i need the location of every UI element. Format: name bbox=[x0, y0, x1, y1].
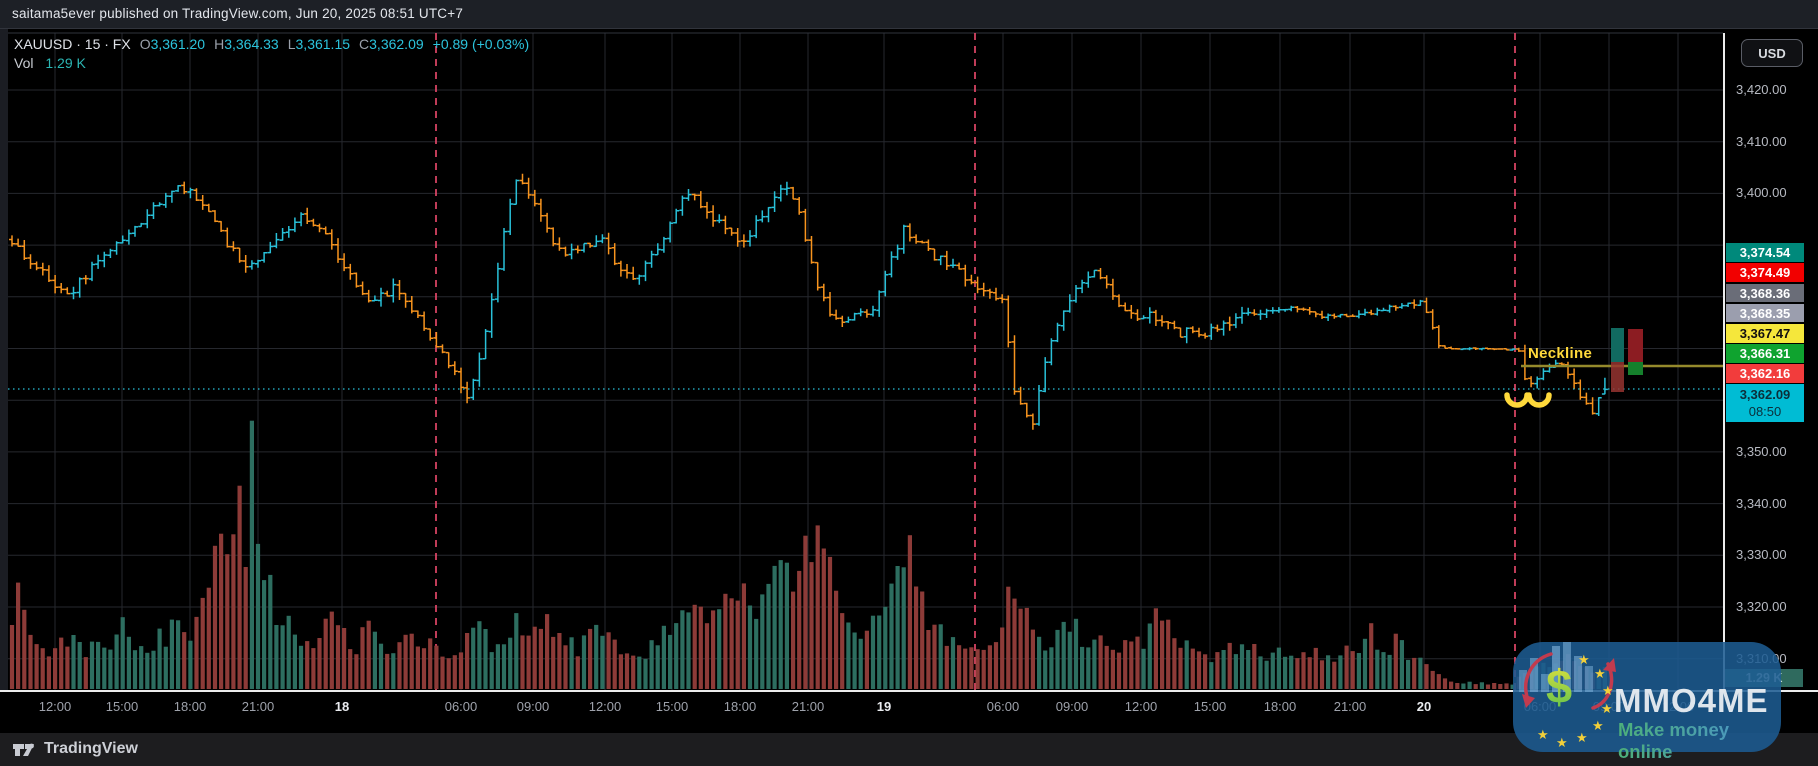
price-change: +0.89 (+0.03%) bbox=[432, 36, 530, 52]
price-badge: 3,374.54 bbox=[1726, 243, 1804, 262]
time-axis-label: 15:00 bbox=[105, 699, 139, 714]
tradingview-logo-icon[interactable] bbox=[13, 741, 41, 759]
time-axis-label: 12:00 bbox=[588, 699, 622, 714]
symbol-title[interactable]: XAUUSD · 15 · FX bbox=[14, 36, 131, 52]
price-badge: 3,368.36 bbox=[1726, 284, 1804, 302]
currency-button[interactable]: USD bbox=[1741, 39, 1803, 67]
volume-legend: Vol 1.29 K bbox=[14, 55, 86, 71]
time-axis-label: 09:00 bbox=[516, 699, 550, 714]
time-axis-label: 18:00 bbox=[1263, 699, 1297, 714]
price-axis-label: 3,410.00 bbox=[1736, 134, 1787, 149]
time-axis-label: 06:00 bbox=[986, 699, 1020, 714]
price-chart-canvas[interactable] bbox=[0, 0, 1723, 733]
mmo4me-watermark: $ MMO4ME Make money online ★ ★ ★ ★ ★ ★ ★ ★ bbox=[1513, 642, 1781, 762]
price-badge: 3,367.47 bbox=[1726, 324, 1804, 343]
price-axis-label: 3,400.00 bbox=[1736, 185, 1787, 200]
star-icon: ★ bbox=[1576, 730, 1588, 745]
star-icon: ★ bbox=[1601, 701, 1613, 716]
price-badge: 3,366.31 bbox=[1726, 344, 1804, 363]
price-badge: 3,368.35 bbox=[1726, 304, 1804, 322]
footer-bar: TradingView bbox=[0, 733, 1818, 766]
time-axis-label: 12:00 bbox=[1124, 699, 1158, 714]
publish-text: saitama5ever published on TradingView.co… bbox=[12, 6, 464, 21]
price-badge: 3,362.09 08:50 bbox=[1726, 384, 1804, 422]
star-icon: ★ bbox=[1602, 683, 1614, 698]
price-axis-border bbox=[1723, 33, 1725, 690]
time-axis-label: 21:00 bbox=[241, 699, 275, 714]
star-icon: ★ bbox=[1594, 666, 1606, 681]
ohlc-key: L bbox=[287, 36, 296, 52]
neckline-annotation-label[interactable]: Neckline bbox=[1528, 345, 1593, 362]
time-axis-label: 20 bbox=[1416, 699, 1432, 714]
time-axis-label: 18:00 bbox=[173, 699, 207, 714]
star-icon: ★ bbox=[1556, 735, 1568, 750]
time-axis-label: 15:00 bbox=[1193, 699, 1227, 714]
left-edge-strip bbox=[0, 29, 8, 691]
time-axis-label: 19 bbox=[876, 699, 892, 714]
time-axis-label: 21:00 bbox=[791, 699, 825, 714]
publish-bar: saitama5ever published on TradingView.co… bbox=[0, 0, 1818, 29]
time-axis-label: 18:00 bbox=[723, 699, 757, 714]
ohlc-key: H bbox=[214, 36, 225, 52]
star-icon: ★ bbox=[1537, 727, 1549, 742]
vol-value: 1.29 K bbox=[45, 55, 86, 71]
ohlc-key: O bbox=[139, 36, 151, 52]
star-icon: ★ bbox=[1592, 718, 1604, 733]
star-icon: ★ bbox=[1578, 652, 1590, 667]
watermark-subtitle: Make money online bbox=[1618, 719, 1781, 763]
arrow-head-down bbox=[1522, 694, 1535, 708]
ohlc-value: 3,361.20 bbox=[150, 36, 206, 52]
chart-legend[interactable]: XAUUSD · 15 · FX O3,361.20 H3,364.33 L3,361… bbox=[14, 36, 529, 52]
mini-bar-chart-icon bbox=[1519, 642, 1593, 692]
ohlc-value: 3,364.33 bbox=[224, 36, 279, 52]
price-badge: 3,362.16 bbox=[1726, 364, 1804, 383]
price-axis-label: 3,420.00 bbox=[1736, 82, 1787, 97]
price-axis-label: 3,320.00 bbox=[1736, 599, 1787, 614]
watermark-logo-graphics bbox=[1519, 642, 1616, 710]
time-axis-label: 12:00 bbox=[38, 699, 72, 714]
dollar-sign-icon: $ bbox=[1546, 660, 1573, 713]
ohlc-value: 3,361.15 bbox=[295, 36, 351, 52]
tradingview-brand[interactable]: TradingView bbox=[44, 740, 138, 757]
ohlc-value: 3,362.09 bbox=[369, 36, 424, 52]
price-badge: 3,374.49 bbox=[1726, 263, 1804, 282]
time-axis-label: 06:00 bbox=[444, 699, 478, 714]
price-axis-label: 3,330.00 bbox=[1736, 547, 1787, 562]
arrow-head-up bbox=[1603, 658, 1616, 672]
time-axis-label: 09:00 bbox=[1055, 699, 1089, 714]
time-axis-border bbox=[0, 690, 1818, 692]
watermark-title: MMO4ME bbox=[1614, 682, 1769, 719]
price-axis-label: 3,350.00 bbox=[1736, 444, 1787, 459]
time-axis-label: 15:00 bbox=[655, 699, 689, 714]
time-axis-label: 18 bbox=[334, 699, 350, 714]
time-axis-label: 21:00 bbox=[1333, 699, 1367, 714]
ohlc-key: C bbox=[359, 36, 370, 52]
price-axis-label: 3,340.00 bbox=[1736, 496, 1787, 511]
vol-label: Vol bbox=[14, 55, 34, 71]
